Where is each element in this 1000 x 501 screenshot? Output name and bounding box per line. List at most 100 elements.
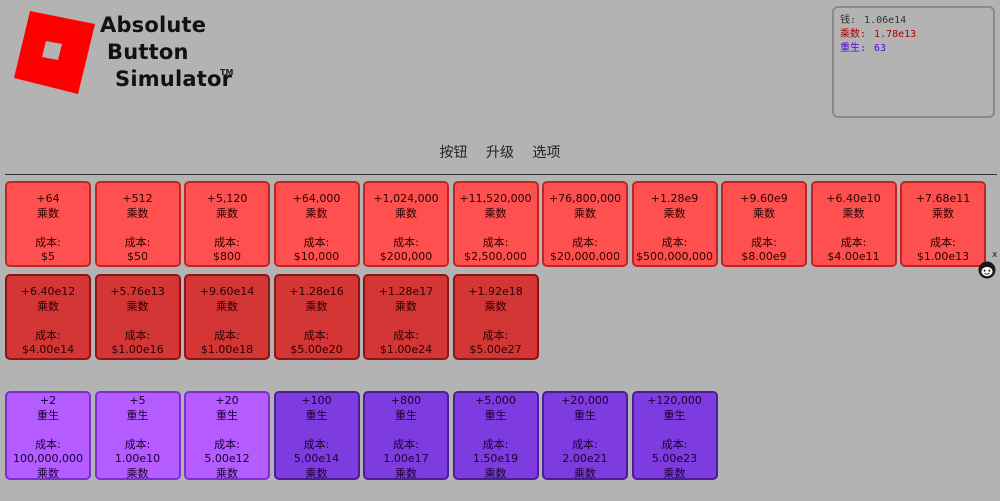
multiplier-button[interactable]: +64,000 乘数 成本: $10,000 [273,181,360,267]
spacer [97,314,179,329]
spacer [186,423,268,438]
tab-buttons[interactable]: 按钮 [439,145,468,161]
button-cost-label: 成本: [124,235,151,249]
button-cost: 5.00e14 [293,452,340,465]
button-type: 乘数 [395,299,417,313]
multiplier-button[interactable]: +6.40e10 乘数 成本: $4.00e11 [810,181,897,267]
button-cost-label: 成本: [303,328,330,342]
button-cost-label: 成本: [214,437,240,451]
button-gain: +20,000 [561,394,609,407]
button-cost-unit: 乘数 [484,466,507,480]
button-cost-unit: 乘数 [37,466,59,480]
multiplier-button[interactable]: +5,120 乘数 成本: $800 [184,181,270,267]
button-cost: 5.00e12 [204,452,250,465]
rebirth-button[interactable]: +5 重生 成本: 1.00e10 乘数 [94,391,181,480]
button-gain: +6.40e12 [20,285,76,298]
multiplier-button[interactable]: +5.76e13 乘数 成本: $1.00e16 [94,274,181,360]
multiplier-button[interactable]: +1,024,000 乘数 成本: $200,000 [363,181,449,267]
button-cost: $800 [213,250,241,263]
button-type: 乘数 [395,206,417,220]
button-type: 重生 [305,408,328,422]
rebirth-button[interactable]: +100 重生 成本: 5.00e14 乘数 [273,391,360,480]
button-cost: 1.00e10 [114,452,161,465]
multiplier-button[interactable]: +1.28e9 乘数 成本: $500,000,000 [631,181,718,267]
multiplier-button[interactable]: +11,520,000 乘数成本: $2,500,000 [452,181,539,267]
button-type: 乘数 [753,206,775,220]
multiplier-button[interactable]: +512 乘数 成本: $50 [94,181,181,267]
game-logo: Absolute Button Simulator TM [8,8,248,103]
button-gain: +9.60e14 [199,285,255,298]
button-gain: +1.92e18 [468,285,523,298]
multiplier-button[interactable]: +9.60e9 乘数 成本: $8.00e9 [721,181,807,267]
button-cost: $2,500,000 [464,250,527,263]
multiplier-button[interactable]: +1.28e17 乘数成本: $1.00e24 [363,274,449,360]
spacer [276,423,358,438]
stat-multiplier: 乘数: 1.78e13 [840,28,987,42]
button-type: 重生 [484,408,507,422]
button-gain: +2 [39,394,57,407]
logo-title-line1: Absolute [100,13,207,37]
button-cost: $1.00e18 [200,343,254,356]
button-cost-unit: 乘数 [574,466,596,480]
button-type: 乘数 [37,299,59,313]
button-cost-label: 成本: [35,235,61,249]
button-cost-label: 成本: [214,235,240,249]
spacer [97,423,179,438]
button-cost: 100,000,000 [13,452,83,465]
stat-rebirth-label: 重生: [840,43,867,54]
rebirth-button[interactable]: +2 重生 成本: 100,000,000 乘数 [5,391,91,480]
button-cost: $200,000 [379,250,433,263]
button-type: 乘数 [484,206,507,220]
button-gain: +1,024,000 [373,192,439,205]
button-gain: +76,800,000 [548,192,622,205]
button-cost-unit: 乘数 [663,466,686,480]
button-type: 重生 [37,408,59,422]
spacer [365,423,447,438]
button-type: 乘数 [663,206,686,220]
button-cost: $10,000 [293,250,340,263]
multiplier-button[interactable]: +6.40e12 乘数 成本: $4.00e14 [5,274,91,360]
spacer [634,221,716,236]
button-type: 乘数 [216,299,238,313]
spacer [455,221,537,236]
multiplier-button[interactable]: +64 乘数 成本: $5 [5,181,91,267]
multiplier-button[interactable]: +76,800,000 乘数 成本: $20,000,000 [542,181,628,267]
button-gain: +11,520,000 [459,192,532,205]
rebirth-button[interactable]: +120,000 重生 成本: 5.00e23 乘数 [631,391,718,480]
button-cost: $4.00e11 [827,250,880,263]
button-cost-label: 成本: [393,437,419,451]
helper-face-icon[interactable] [978,261,996,279]
close-icon[interactable]: x [992,250,998,260]
logo-title-line2: Button [107,40,189,64]
rebirth-button[interactable]: +5,000 重生 成本: 1.50e19 乘数 [452,391,539,480]
button-gain: +1.28e16 [289,285,344,298]
button-cost: 1.50e19 [472,452,519,465]
multiplier-button[interactable]: +9.60e14 乘数 成本: $1.00e18 [184,274,270,360]
button-cost: $4.00e14 [21,343,75,356]
button-cost-label: 成本: [482,235,509,249]
stat-multiplier-value: 1.78e13 [874,29,917,40]
multiplier-button[interactable]: +7.68e11 乘数 成本: $1.00e13 [900,181,986,267]
spacer [186,314,268,329]
button-cost-unit: 乘数 [216,466,238,480]
tab-upgrades[interactable]: 升级 [486,145,514,161]
button-cost: $1.00e24 [379,343,433,356]
spacer [902,221,984,236]
button-gain: +1.28e17 [378,285,434,298]
button-cost: $500,000,000 [636,250,713,263]
button-cost-label: 成本: [393,328,419,342]
button-type: 乘数 [305,299,328,313]
multiplier-button[interactable]: +1.28e16 乘数 成本: $5.00e20 [273,274,360,360]
button-gain: +9.60e9 [740,192,788,205]
tab-options[interactable]: 选项 [532,145,561,161]
spacer [455,423,537,438]
spacer [186,221,268,236]
trademark-mark: TM [220,68,234,77]
rebirth-button[interactable]: +800 重生 成本: 1.00e17 乘数 [363,391,449,480]
rebirth-button[interactable]: +20 重生 成本: 5.00e12 乘数 [184,391,270,480]
multiplier-button[interactable]: +1.92e18 乘数 成本: $5.00e27 [452,274,539,360]
button-cost-unit: 乘数 [126,466,149,480]
rebirth-button[interactable]: +20,000 重生 成本: 2.00e21 乘数 [542,391,628,480]
button-cost-label: 成本: [303,235,330,249]
button-cost: 1.00e17 [383,452,429,465]
